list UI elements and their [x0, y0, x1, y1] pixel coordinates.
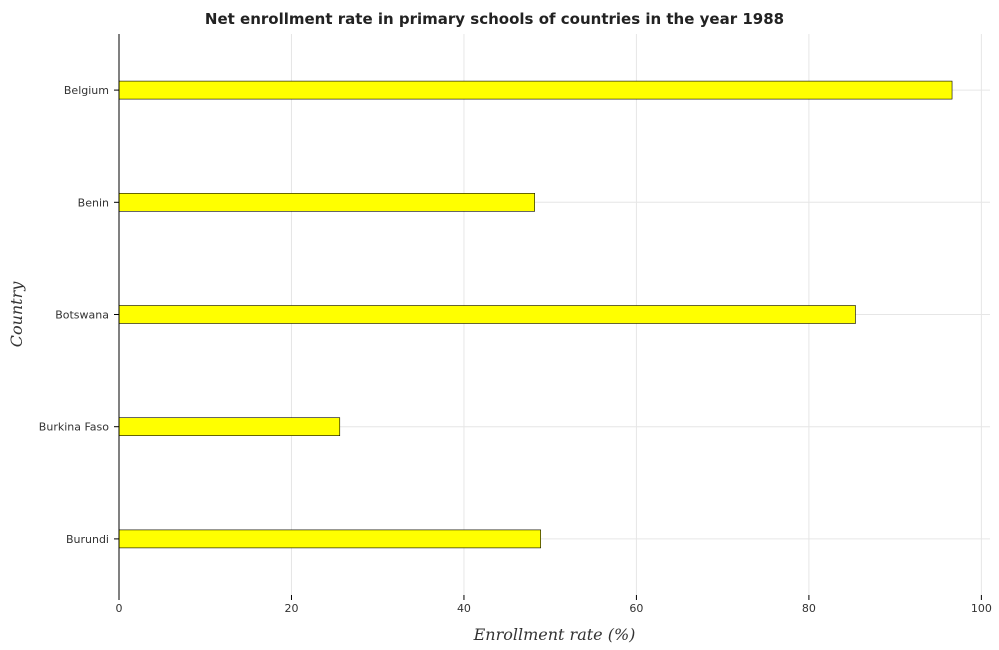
ticks: 0 20 40 60 80 100 Belgium Benin Botswana Burkina …: [39, 84, 992, 615]
bar-botswana: [118, 305, 856, 324]
bars: [118, 80, 953, 549]
y-tick-label: Botswana: [55, 309, 109, 322]
y-tick-label: Burkina Faso: [39, 421, 109, 434]
y-tick-label: Benin: [78, 196, 109, 209]
x-tick-label: 20: [284, 602, 298, 615]
chart-title: Net enrollment rate in primary schools o…: [205, 10, 784, 28]
y-axis-label: Country: [7, 281, 26, 348]
x-tick-label: 100: [971, 602, 992, 615]
y-tick-label: Belgium: [64, 84, 109, 97]
bar-burkina-faso: [118, 417, 341, 437]
bar-burundi: [118, 529, 542, 549]
x-axis-label: Enrollment rate (%): [473, 625, 636, 644]
bar-benin: [118, 193, 535, 212]
x-tick-label: 40: [457, 602, 471, 615]
y-tick-label: Burundi: [66, 533, 109, 546]
x-tick-label: 80: [802, 602, 816, 615]
x-tick-label: 60: [629, 602, 643, 615]
x-tick-label: 0: [116, 602, 123, 615]
bar-belgium: [118, 80, 953, 100]
